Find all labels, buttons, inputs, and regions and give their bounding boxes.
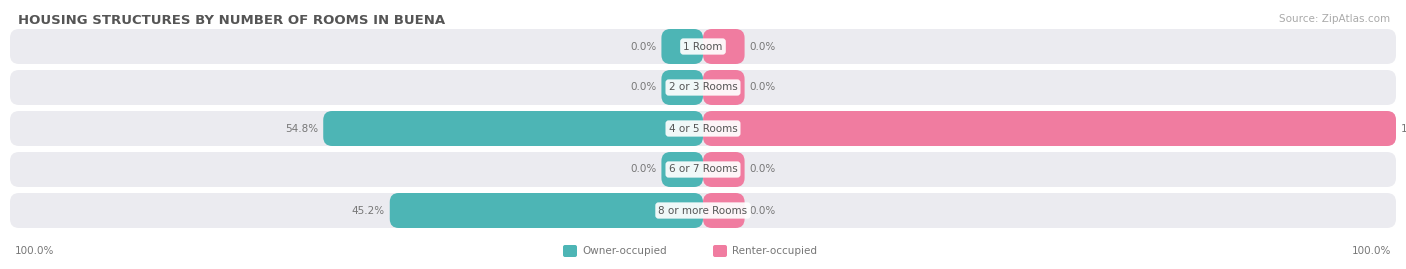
Text: 2 or 3 Rooms: 2 or 3 Rooms xyxy=(669,83,737,93)
FancyBboxPatch shape xyxy=(10,111,1396,146)
FancyBboxPatch shape xyxy=(661,70,703,105)
FancyBboxPatch shape xyxy=(703,70,745,105)
FancyBboxPatch shape xyxy=(703,111,1396,146)
Text: 8 or more Rooms: 8 or more Rooms xyxy=(658,206,748,215)
Text: 45.2%: 45.2% xyxy=(352,206,385,215)
Text: 0.0%: 0.0% xyxy=(630,165,657,175)
FancyBboxPatch shape xyxy=(10,152,1396,187)
FancyBboxPatch shape xyxy=(703,29,745,64)
FancyBboxPatch shape xyxy=(323,111,703,146)
Text: 0.0%: 0.0% xyxy=(749,165,776,175)
FancyBboxPatch shape xyxy=(10,29,1396,64)
FancyBboxPatch shape xyxy=(713,245,727,257)
FancyBboxPatch shape xyxy=(389,193,703,228)
Text: 1 Room: 1 Room xyxy=(683,41,723,51)
Text: 54.8%: 54.8% xyxy=(285,123,318,133)
Text: HOUSING STRUCTURES BY NUMBER OF ROOMS IN BUENA: HOUSING STRUCTURES BY NUMBER OF ROOMS IN… xyxy=(18,14,446,27)
Text: 0.0%: 0.0% xyxy=(630,83,657,93)
Text: 0.0%: 0.0% xyxy=(749,206,776,215)
FancyBboxPatch shape xyxy=(661,29,703,64)
FancyBboxPatch shape xyxy=(703,152,745,187)
Text: 4 or 5 Rooms: 4 or 5 Rooms xyxy=(669,123,737,133)
FancyBboxPatch shape xyxy=(562,245,576,257)
Text: 6 or 7 Rooms: 6 or 7 Rooms xyxy=(669,165,737,175)
Text: 100.0%: 100.0% xyxy=(1400,123,1406,133)
Text: 0.0%: 0.0% xyxy=(630,41,657,51)
Text: Renter-occupied: Renter-occupied xyxy=(733,246,817,256)
FancyBboxPatch shape xyxy=(661,152,703,187)
Text: 100.0%: 100.0% xyxy=(15,246,55,256)
Text: 0.0%: 0.0% xyxy=(749,83,776,93)
FancyBboxPatch shape xyxy=(10,193,1396,228)
Text: 0.0%: 0.0% xyxy=(749,41,776,51)
FancyBboxPatch shape xyxy=(10,70,1396,105)
Text: 100.0%: 100.0% xyxy=(1351,246,1391,256)
Text: Source: ZipAtlas.com: Source: ZipAtlas.com xyxy=(1279,14,1391,24)
FancyBboxPatch shape xyxy=(703,193,745,228)
Text: Owner-occupied: Owner-occupied xyxy=(582,246,666,256)
